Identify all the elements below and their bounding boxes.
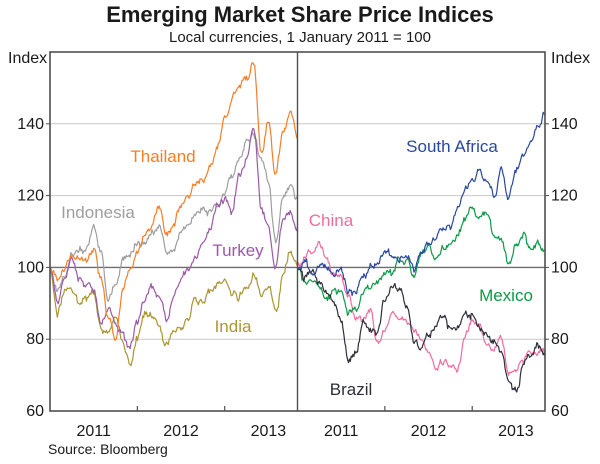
x-year-label-02011-1: 2011 (324, 423, 359, 440)
y-tick-label-left-80: 80 (26, 331, 44, 348)
series-label-thailand: Thailand (130, 147, 195, 166)
source-note: Source: Bloomberg (48, 441, 168, 457)
y-axis-title-left: Index (8, 50, 47, 67)
series-label-indonesia: Indonesia (61, 203, 135, 222)
chart-title: Emerging Market Share Price Indices (106, 2, 494, 27)
y-tick-label-left-120: 120 (17, 188, 44, 205)
series-line-brazil (297, 266, 545, 393)
series-label-india: India (215, 317, 252, 336)
chart-subtitle: Local currencies, 1 January 2011 = 100 (169, 29, 431, 46)
series-label-china: China (309, 211, 354, 230)
x-year-label-02013-0: 2013 (251, 423, 287, 440)
y-tick-label-left-60: 60 (26, 403, 44, 420)
series-line-india (50, 250, 298, 367)
y-tick-label-right-120: 120 (551, 188, 578, 205)
series-line-turkey (50, 127, 298, 350)
y-tick-label-left-100: 100 (17, 259, 44, 276)
y-tick-label-left-140: 140 (17, 116, 44, 133)
x-year-label-02012-0: 2012 (163, 423, 199, 440)
series-line-china (297, 240, 545, 376)
y-axis-title-right: Index (551, 50, 590, 67)
series-label-turkey: Turkey (212, 241, 264, 260)
y-tick-label-right-80: 80 (551, 331, 569, 348)
x-year-label-02012-1: 2012 (411, 423, 447, 440)
series-label-south-africa: South Africa (406, 137, 498, 156)
series-label-mexico: Mexico (479, 286, 533, 305)
series-line-mexico (297, 206, 545, 316)
panel-left (50, 62, 298, 367)
series-line-thailand (50, 62, 298, 341)
y-tick-label-right-100: 100 (551, 259, 578, 276)
y-axis: 60 60 80 80 100 100 120 120 140 140 Index Index (8, 50, 590, 420)
x-year-label-02013-1: 2013 (498, 423, 534, 440)
x-year-label-02011-0: 2011 (76, 423, 111, 440)
series-line-south-africa (297, 111, 545, 297)
y-tick-label-right-140: 140 (551, 116, 578, 133)
plot-frame (49, 51, 546, 412)
y-tick-label-right-60: 60 (551, 403, 569, 420)
series-label-brazil: Brazil (330, 380, 373, 399)
panel-right (297, 111, 545, 393)
x-axis: 2011 2012 2013 2011 2012 2013 (76, 406, 534, 440)
